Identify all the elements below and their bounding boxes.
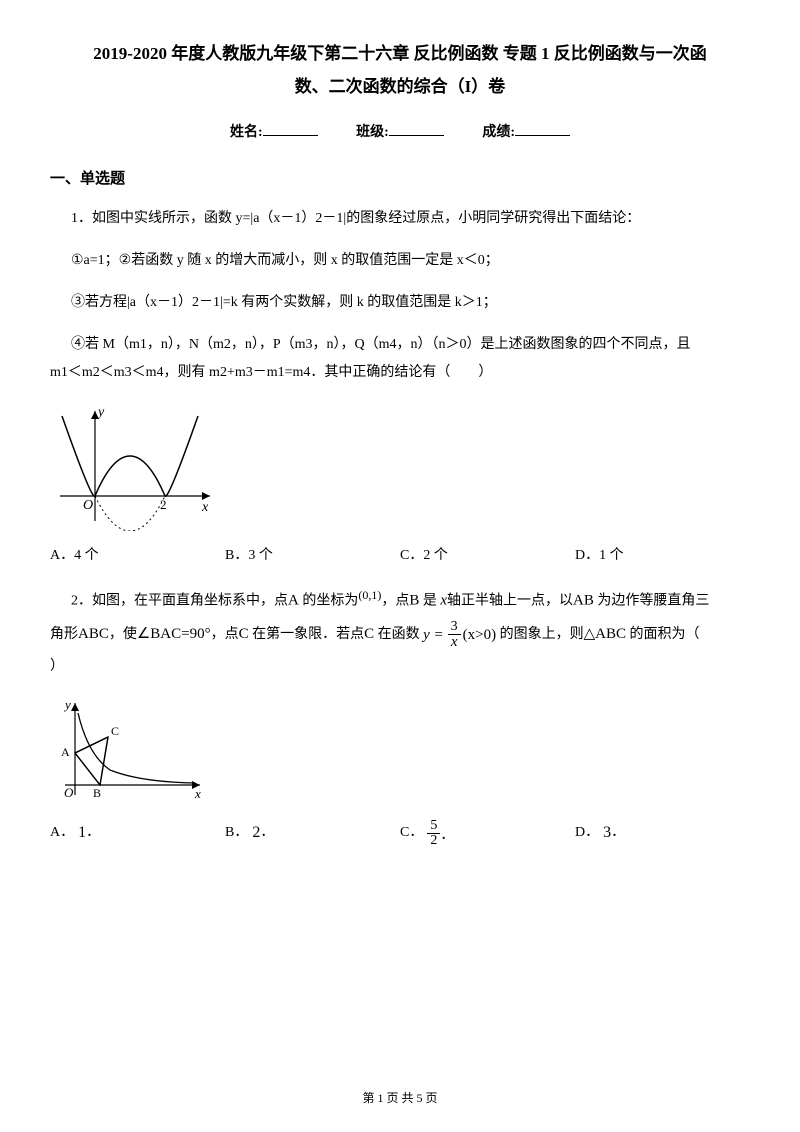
q1-options: A．4 个 B．3 个 C．2 个 D．1 个 xyxy=(50,545,750,567)
class-blank xyxy=(389,122,444,136)
q1-sub3-first: ④若 M（m1，n），N（m2，n），P（m3，n），Q（m4，n）（n＞0）是… xyxy=(50,331,750,359)
q2-p8: ，使 xyxy=(109,627,137,642)
q2-p13: 的面积为（ xyxy=(630,627,700,642)
q2-p3: ，点 xyxy=(381,594,409,609)
q2-opt-a-val: 1 xyxy=(78,820,86,846)
svg-text:C: C xyxy=(111,724,119,738)
svg-text:A: A xyxy=(61,745,70,759)
q2-opt-d: D． 3． xyxy=(575,819,750,848)
q2-p10: 在第一象限．若点 xyxy=(252,627,364,642)
q2-formula: y = 3x (x>0) xyxy=(423,617,496,653)
q2-p14: ） xyxy=(50,653,750,681)
q2-AB: AB xyxy=(573,593,594,609)
q2-opt-c-label: C． xyxy=(400,822,423,844)
q1-opt-b: B．3 个 xyxy=(225,545,400,567)
svg-text:O: O xyxy=(83,498,93,513)
svg-text:x: x xyxy=(194,786,201,801)
info-line: 姓名: 班级: 成绩: xyxy=(50,122,750,144)
exam-title-line1: 2019-2020 年度人教版九年级下第二十六章 反比例函数 专题 1 反比例函… xyxy=(50,40,750,67)
q1-opt-a: A．4 个 xyxy=(50,545,225,567)
q2-p6: 为边作等腰直角三 xyxy=(597,594,709,609)
q2-coord: (0,1) xyxy=(358,588,381,602)
q2-C2: C xyxy=(364,626,374,642)
q2-p2: 的坐标为 xyxy=(302,594,358,609)
q2-text: 2．如图，在平面直角坐标系中，点A 的坐标为(0,1)，点B 是 x轴正半轴上一… xyxy=(50,583,750,680)
q2-formula-num: 3 xyxy=(448,620,461,635)
q2-p12: 的图象上，则 xyxy=(500,627,584,642)
q2-B1: B xyxy=(409,593,419,609)
score-label: 成绩: xyxy=(482,125,515,140)
q2-p4: 是 xyxy=(423,594,437,609)
svg-text:O: O xyxy=(64,785,74,800)
q2-formula-rhs: (x>0) xyxy=(463,617,496,653)
q2-formula-den: x xyxy=(448,635,461,650)
q2-angle: ∠BAC=90° xyxy=(137,626,211,642)
q2-opt-c-num: 5 xyxy=(427,819,440,834)
q2-opt-b-label: B． xyxy=(225,822,248,844)
svg-text:B: B xyxy=(93,786,101,800)
name-label: 姓名: xyxy=(230,125,263,140)
section-title: 一、单选题 xyxy=(50,167,750,191)
q2-p11: 在函数 xyxy=(378,627,420,642)
svg-text:y: y xyxy=(63,697,71,712)
q2-opt-b-val: 2 xyxy=(252,820,260,846)
q2-opt-d-val: 3 xyxy=(603,820,611,846)
q2-p1: 2．如图，在平面直角坐标系中，点 xyxy=(71,594,288,609)
q1-opt-c: C．2 个 xyxy=(400,545,575,567)
q1-sub3-rest: m1＜m2＜m3＜m4，则有 m2+m3－m1=m4．其中正确的结论有（ ） xyxy=(50,359,750,387)
q2-figure: y x O A B C xyxy=(50,695,750,805)
q1-text: 1．如图中实线所示，函数 y=|a（x－1）2－1|的图象经过原点，小明同学研究… xyxy=(50,205,750,233)
score-blank xyxy=(515,122,570,136)
q2-opt-b: B． 2． xyxy=(225,819,400,848)
q2-ABC2: ABC xyxy=(595,626,626,642)
page-footer: 第 1 页 共 5 页 xyxy=(0,1089,800,1108)
q2-p5: 轴正半轴上一点，以 xyxy=(447,594,573,609)
q2-p9: ，点 xyxy=(211,627,239,642)
q1-sub1: ①a=1；②若函数 y 随 x 的增大而减小，则 x 的取值范围一定是 x＜0； xyxy=(50,247,750,275)
q2-opt-a: A． 1． xyxy=(50,819,225,848)
q2-C1: C xyxy=(239,626,249,642)
q1-figure: y x O 2 xyxy=(50,401,750,531)
q2-p7: 角形 xyxy=(50,627,78,642)
svg-text:y: y xyxy=(96,405,105,420)
q2-opt-c-den: 2 xyxy=(427,834,440,848)
q2-ABC1: ABC xyxy=(78,626,109,642)
q2-tri: △ xyxy=(584,626,596,642)
svg-text:2: 2 xyxy=(160,497,167,512)
q1-sub3: ④若 M（m1，n），N（m2，n），P（m3，n），Q（m4，n）（n＞0）是… xyxy=(50,331,750,387)
q2-opt-d-label: D． xyxy=(575,822,599,844)
class-label: 班级: xyxy=(356,125,389,140)
q2-formula-lhs: y = xyxy=(423,617,444,653)
q1-sub2: ③若方程|a（x－1）2－1|=k 有两个实数解，则 k 的取值范围是 k＞1； xyxy=(50,289,750,317)
q2-options: A． 1． B． 2． C． 52． D． 3． xyxy=(50,819,750,848)
q1-opt-d: D．1 个 xyxy=(575,545,750,567)
q2-opt-a-label: A． xyxy=(50,822,74,844)
exam-title-line2: 数、二次函数的综合（I）卷 xyxy=(50,73,750,100)
name-blank xyxy=(263,122,318,136)
svg-text:x: x xyxy=(201,500,209,515)
q2-A1: A xyxy=(288,593,299,609)
q2-opt-c: C． 52． xyxy=(400,819,575,848)
